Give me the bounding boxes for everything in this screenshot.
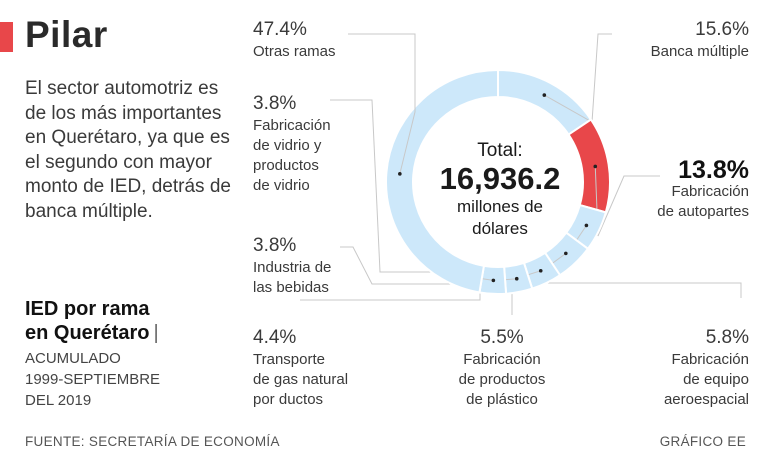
slice-name-line: por ductos bbox=[253, 391, 324, 408]
donut-slice-banca bbox=[497, 68, 593, 136]
slice-marker-bebidas bbox=[514, 276, 519, 281]
description-text: El sector automotriz es de los más impor… bbox=[25, 78, 231, 222]
slice-label-plastico: 5.5% Fabricación de productos de plástico bbox=[432, 328, 572, 410]
slice-marker-banca bbox=[542, 93, 547, 97]
slice-marker-otras bbox=[398, 172, 402, 176]
slice-name-line: aeroespacial bbox=[663, 391, 749, 408]
period-line-2: 1999-SEPTIEMBRE bbox=[25, 371, 161, 388]
slice-name-line: de vidrio bbox=[253, 177, 310, 194]
total-value: 16,936.2 bbox=[439, 161, 561, 196]
donut-slice-otras bbox=[385, 68, 499, 294]
period-line-3: DEL 2019 bbox=[25, 392, 92, 409]
total-block: Total: 16,936.2 millones de dólares bbox=[415, 140, 585, 240]
subtitle-line-2: en Querétaro bbox=[25, 322, 150, 344]
slice-label-otras: 47.4% Otras ramas bbox=[253, 20, 336, 62]
slice-marker-plastico bbox=[564, 251, 568, 256]
slice-label-gas: 4.4% Transporte de gas natural por ductos bbox=[253, 328, 348, 410]
total-unit-line-2: dólares bbox=[472, 219, 528, 238]
slice-name-line: Fabricación bbox=[253, 117, 331, 134]
slice-name-line: productos bbox=[253, 157, 319, 174]
slice-percent: 3.8% bbox=[253, 235, 297, 256]
slice-percent: 5.8% bbox=[705, 327, 749, 348]
page-title: Pilar bbox=[25, 14, 108, 55]
source-note: FUENTE: SECRETARÍA DE ECONOMÍA bbox=[25, 434, 280, 449]
slice-label-aeroespacial: 5.8% Fabricación de equipo aeroespacial bbox=[600, 328, 749, 410]
slice-name-line: de equipo bbox=[683, 371, 749, 388]
slice-marker-gas bbox=[538, 268, 543, 273]
slice-marker-vidrio bbox=[491, 278, 496, 283]
slice-marker-autopartes bbox=[593, 164, 598, 169]
slice-name-line: Fabricación bbox=[463, 351, 541, 368]
slice-percent: 47.4% bbox=[253, 19, 307, 40]
period-text: ACUMULADO 1999-SEPTIEMBRE DEL 2019 bbox=[25, 348, 160, 411]
slice-name-line: de gas natural bbox=[253, 371, 349, 388]
slice-name-line: de plástico bbox=[466, 391, 538, 408]
subtitle-line-1: IED por rama bbox=[25, 298, 150, 320]
slice-name-line: Otras ramas bbox=[253, 43, 336, 60]
slice-name-line: Fabricación bbox=[671, 183, 749, 200]
credit-note: GRÁFICO EE bbox=[659, 434, 746, 449]
subtitle-pipe: | bbox=[153, 322, 159, 344]
slice-name-line: Banca múltiple bbox=[650, 43, 749, 60]
slice-name-line: Fabricación bbox=[671, 351, 749, 368]
slice-name-line: Industria de bbox=[253, 259, 332, 276]
slice-name-line: de autopartes bbox=[657, 203, 749, 220]
slice-percent: 15.6% bbox=[695, 19, 749, 40]
period-line-1: ACUMULADO bbox=[25, 350, 121, 367]
total-unit-line-1: millones de bbox=[457, 197, 543, 216]
slice-marker-aeroespacial bbox=[584, 223, 589, 228]
slice-label-autopartes: 13.8% Fabricación de autopartes bbox=[600, 156, 749, 222]
slice-name-line: de productos bbox=[458, 371, 546, 388]
leader-line-banca bbox=[544, 33, 612, 123]
leader-line-autopartes bbox=[594, 166, 660, 237]
slice-name-line: de vidrio y bbox=[253, 137, 322, 154]
slice-percent: 5.5% bbox=[480, 327, 524, 348]
leader-line-otras bbox=[348, 33, 416, 174]
chart-subtitle: IED por rama en Querétaro | bbox=[25, 297, 159, 345]
slice-name-line: Transporte bbox=[253, 351, 325, 368]
total-label: Total: bbox=[477, 140, 523, 161]
slice-label-bebidas: 3.8% Industria de las bebidas bbox=[253, 236, 331, 298]
slice-name-line: las bebidas bbox=[253, 279, 329, 296]
slice-percent: 13.8% bbox=[678, 156, 749, 184]
slice-percent: 4.4% bbox=[253, 327, 297, 348]
accent-bar bbox=[0, 22, 13, 52]
slice-label-banca: 15.6% Banca múltiple bbox=[600, 20, 749, 62]
slice-label-vidrio: 3.8% Fabricación de vidrio y productos de vi… bbox=[253, 94, 331, 196]
slice-percent: 3.8% bbox=[253, 93, 297, 114]
